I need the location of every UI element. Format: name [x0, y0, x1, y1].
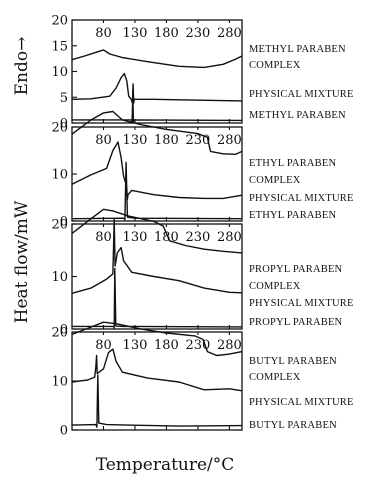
x-tick-label: 180	[154, 338, 179, 353]
y-tick-label: 10	[51, 168, 68, 183]
y-tick-label: 20	[51, 14, 68, 29]
series-label-propyl-paraben: PROPYL PARABEN	[249, 317, 343, 328]
series-label-butyl-paraben-complex: COMPLEX	[249, 372, 301, 383]
y-tick-label: 10	[51, 270, 68, 285]
series-label-physical-mixture: PHYSICAL MIXTURE	[249, 89, 354, 100]
y-tick-label: 5	[60, 91, 68, 106]
series-line-methyl-paraben	[72, 93, 243, 124]
series-label-methyl-paraben-complex: METHYL PARABEN	[249, 44, 346, 55]
x-tick-label: 80	[95, 338, 112, 353]
x-axis-title: Temperature/°C	[96, 455, 235, 475]
x-tick-label: 80	[95, 26, 112, 41]
y-tick-label: 20	[51, 326, 68, 341]
x-tick-label: 80	[95, 133, 112, 148]
series-line-butyl-paraben-complex	[71, 321, 243, 357]
series-line-propyl-paraben-complex	[71, 208, 243, 254]
series-label-ethyl-paraben: ETHYL PARABEN	[249, 210, 337, 221]
series-label-ethyl-paraben-complex: COMPLEX	[249, 175, 301, 186]
x-tick-label: 280	[217, 338, 242, 353]
x-tick-label: 230	[186, 230, 211, 245]
series-label-propyl-paraben-complex: PROPYL PARABEN	[249, 264, 343, 275]
x-tick-label: 130	[123, 230, 148, 245]
series-line-methyl-paraben-complex	[71, 49, 243, 69]
series-label-physical-mixture: PHYSICAL MIXTURE	[249, 193, 354, 204]
series-label-butyl-paraben: BUTYL PARABEN	[249, 420, 337, 431]
series-label-physical-mixture: PHYSICAL MIXTURE	[249, 397, 354, 408]
series-line-physical-mixture	[71, 141, 243, 201]
series-line-ethyl-paraben	[71, 161, 243, 221]
series-label-methyl-paraben: METHYL PARABEN	[249, 110, 346, 121]
x-tick-label: 280	[217, 133, 242, 148]
series-label-physical-mixture: PHYSICAL MIXTURE	[249, 298, 354, 309]
y-tick-label: 20	[51, 218, 68, 233]
panel-1: 0 5 10 15 20 80 130 180 230 280 METHYL PARABEN COMP…	[51, 14, 353, 132]
series-label-butyl-paraben-complex: BUTYL PARABEN	[249, 356, 337, 367]
x-tick-label: 180	[154, 26, 179, 41]
y-axis-top-label: Endo→	[12, 37, 32, 96]
x-tick-label: 280	[217, 26, 242, 41]
y-tick-label: 0	[60, 323, 68, 338]
y-tick-label: 20	[51, 121, 68, 136]
x-tick-label: 130	[123, 338, 148, 353]
series-line-physical-mixture	[71, 218, 243, 294]
x-tick-label: 130	[123, 26, 148, 41]
y-tick-label: 10	[51, 65, 68, 80]
series-line-physical-mixture	[71, 348, 243, 392]
series-line-physical-mixture	[71, 72, 243, 104]
x-tick-label: 130	[123, 133, 148, 148]
series-label-ethyl-paraben-complex: ETHYL PARABEN	[249, 158, 337, 169]
y-tick-label: 0	[60, 117, 68, 132]
series-line-ethyl-paraben-complex	[71, 110, 243, 155]
series-label-methyl-paraben-complex: COMPLEX	[249, 60, 301, 71]
x-tick-label: 80	[95, 230, 112, 245]
y-tick-label: 15	[51, 39, 68, 54]
y-tick-label: 0	[60, 215, 68, 230]
x-tick-label: 180	[154, 133, 179, 148]
y-axis-title: Heat flow/mW	[12, 200, 32, 323]
x-tick-label: 230	[186, 133, 211, 148]
series-line-propyl-paraben	[72, 267, 243, 329]
x-tick-label: 230	[186, 26, 211, 41]
panel-2: 0 10 20 80 130 180 230 280 ETHYL PARABEN COMPLEX P…	[51, 110, 354, 230]
series-label-propyl-paraben-complex: COMPLEX	[249, 281, 301, 292]
series-line-butyl-paraben	[71, 374, 243, 428]
y-tick-label: 10	[51, 375, 68, 390]
y-tick-label: 0	[60, 424, 68, 439]
x-tick-label: 280	[217, 230, 242, 245]
